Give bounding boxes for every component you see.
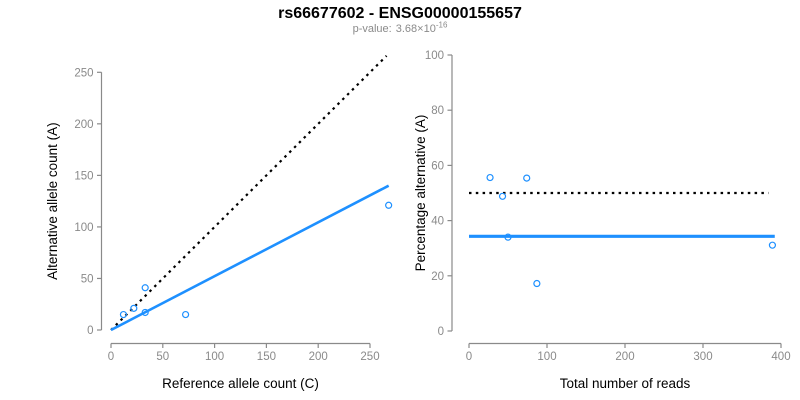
- data-point: [119, 310, 128, 319]
- x-tick-label: 100: [205, 351, 224, 363]
- figure-title: rs66677602 - ENSG00000155657: [278, 5, 522, 22]
- pvalue-coefficient: 3.68: [395, 23, 418, 35]
- identity-line: [110, 55, 388, 331]
- y-tick-label: 150: [74, 170, 93, 182]
- pvalue-multiplier: ×10: [417, 23, 436, 35]
- data-point: [130, 304, 138, 312]
- allele-counts-plot: 0 50 100 150 200 250 0 50 100 150 200 250 Reference …: [45, 55, 393, 391]
- x-tick-label: 0: [466, 351, 472, 363]
- x-axis-title: Reference allele count (C): [162, 376, 319, 391]
- y-tick-label: 100: [74, 222, 93, 234]
- data-point: [768, 241, 777, 249]
- y-tick-label: 60: [431, 160, 444, 172]
- data-point: [181, 310, 190, 319]
- x-tick-label: 150: [257, 351, 276, 363]
- y-tick-label: 80: [431, 105, 444, 117]
- x-tick-label: 300: [693, 351, 712, 363]
- y-tick-label: 50: [81, 273, 94, 285]
- y-axis-title: Percentage alternative (A): [413, 115, 428, 272]
- x-tick-label: 100: [537, 351, 556, 363]
- x-tick-label: 400: [771, 351, 790, 363]
- chart-row: 0 50 100 150 200 250 0 50 100 150 200 250 Reference …: [0, 40, 800, 400]
- y-tick-label: 200: [74, 119, 93, 131]
- y-tick-label: 40: [431, 216, 444, 228]
- pvalue-exponent: -16: [435, 20, 448, 30]
- figure-subtitle: p-value: 3.68×10-16: [0, 20, 800, 36]
- percentage-depth-plot: 0 20 40 60 80 100 0 100 200 300 400 Total number of…: [413, 50, 791, 391]
- data-point: [533, 279, 541, 288]
- x-tick-label: 250: [360, 351, 379, 363]
- y-tick-label: 20: [431, 271, 444, 283]
- x-tick-label: 50: [156, 351, 169, 363]
- y-tick-label: 250: [74, 67, 93, 79]
- data-point: [141, 308, 149, 317]
- data-point: [486, 173, 494, 182]
- y-axis-title: Alternative allele count (A): [45, 122, 60, 280]
- y-tick-label: 0: [438, 326, 444, 338]
- x-tick-label: 200: [309, 351, 328, 363]
- pvalue-label: p-value:: [352, 23, 392, 35]
- data-point: [504, 233, 512, 241]
- x-axis-title: Total number of reads: [560, 376, 691, 391]
- regression-line: [110, 184, 390, 332]
- x-tick-label: 0: [108, 351, 114, 363]
- panel-percentage-depth: 0 20 40 60 80 100 0 100 200 300 400 Total number of…: [400, 40, 800, 400]
- data-point: [523, 174, 531, 182]
- x-tick-label: 200: [615, 351, 634, 363]
- data-point: [385, 201, 393, 209]
- data-point: [141, 284, 149, 292]
- y-tick-label: 0: [87, 325, 93, 337]
- panel-allele-counts: 0 50 100 150 200 250 0 50 100 150 200 250 Reference …: [0, 40, 400, 400]
- data-point: [498, 192, 507, 200]
- y-tick-label: 100: [425, 50, 444, 62]
- figure-header: rs66677602 - ENSG00000155657 p-value: 3.6…: [0, 0, 800, 40]
